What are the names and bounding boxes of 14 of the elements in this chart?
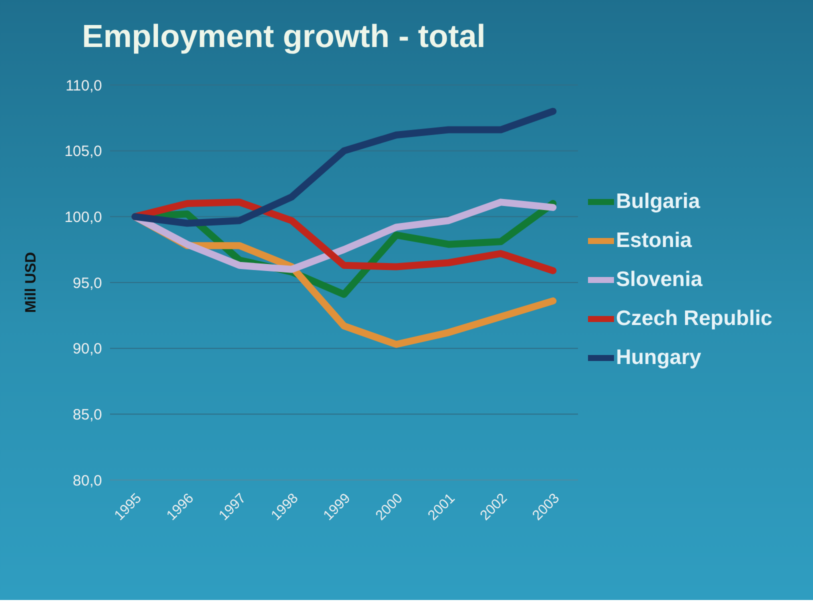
legend-label: Slovenia	[616, 268, 702, 292]
legend-label: Czech Republic	[616, 307, 772, 331]
legend-label: Estonia	[616, 229, 692, 253]
chart-title: Employment growth - total	[82, 18, 486, 55]
y-tick-label: 80,0	[72, 472, 102, 490]
y-tick-label: 105,0	[64, 143, 102, 160]
y-tick-label: 100,0	[64, 208, 102, 226]
y-axis-title: Mill USD	[22, 252, 40, 313]
y-tick-label: 110,0	[66, 77, 102, 94]
y-tick-label: 90,0	[72, 340, 102, 358]
legend-label: Bulgaria	[616, 190, 700, 214]
y-tick-label: 85,0	[72, 406, 102, 424]
legend-label: Hungary	[616, 346, 702, 370]
y-tick-label: 95,0	[72, 274, 102, 292]
